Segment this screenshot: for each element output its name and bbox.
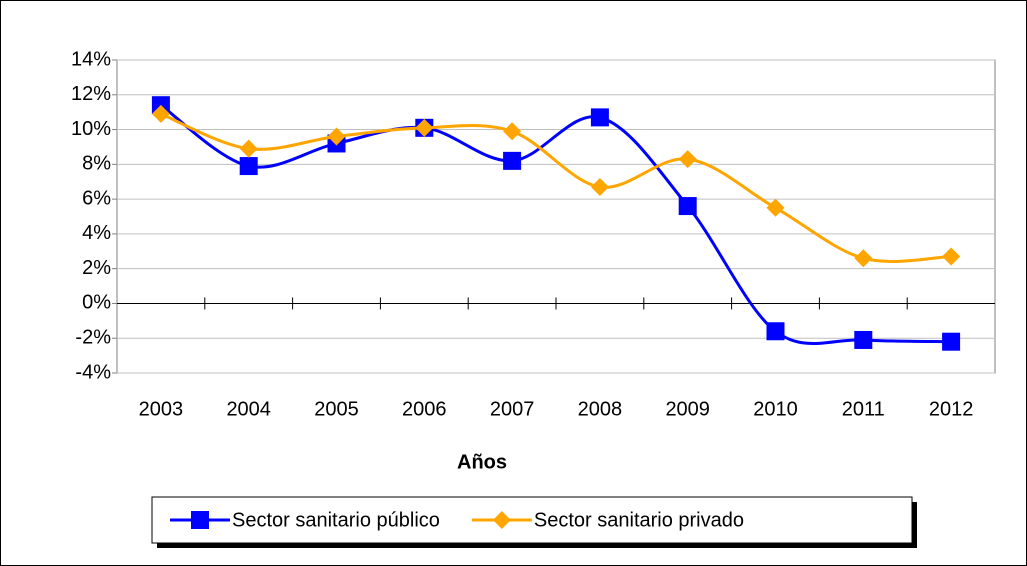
x-tick-label: 2009 xyxy=(665,398,710,420)
legend-label: Sector sanitario privado xyxy=(534,509,744,531)
data-point xyxy=(239,157,258,176)
y-tick-label: -2% xyxy=(75,327,111,349)
x-tick-label: 2012 xyxy=(929,398,974,420)
x-tick-label: 2004 xyxy=(226,398,271,420)
y-tick-label: 10% xyxy=(71,118,111,140)
series-line xyxy=(160,112,952,263)
y-tick-label: 12% xyxy=(71,83,111,105)
data-point xyxy=(239,139,258,158)
data-point xyxy=(854,249,873,268)
y-tick-label: 2% xyxy=(82,257,111,279)
data-point xyxy=(766,322,785,341)
y-tick-label: 0% xyxy=(82,292,111,314)
legend: Sector sanitario público Sector sanitario… xyxy=(151,496,917,548)
legend-box xyxy=(151,496,913,544)
data-point xyxy=(766,198,785,217)
data-point xyxy=(327,127,346,146)
x-tick-label: 2010 xyxy=(753,398,798,420)
data-point xyxy=(678,150,697,169)
y-tick-label: 8% xyxy=(82,153,111,175)
y-tick-label: 14% xyxy=(71,48,111,70)
data-point xyxy=(151,104,170,123)
legend-marker xyxy=(492,511,511,529)
data-point xyxy=(590,108,609,127)
legend-marker xyxy=(191,511,209,529)
x-axis-title: Años xyxy=(457,451,507,473)
data-point xyxy=(503,151,522,170)
y-tick-label: 6% xyxy=(82,187,111,209)
series-line xyxy=(160,103,952,345)
y-tick-label: 4% xyxy=(82,222,111,244)
x-tick-label: 2003 xyxy=(139,398,184,420)
data-point xyxy=(590,177,609,196)
data-point xyxy=(854,330,873,349)
x-tick-label: 2008 xyxy=(578,398,623,420)
data-point xyxy=(942,332,961,351)
x-tick-label: 2005 xyxy=(314,398,359,420)
x-tick-label: 2011 xyxy=(842,398,885,420)
y-tick-label: -4% xyxy=(75,361,111,383)
data-point xyxy=(942,247,961,266)
data-point xyxy=(415,118,434,137)
x-tick-label: 2006 xyxy=(402,398,447,420)
x-tick-label: 2007 xyxy=(490,398,535,420)
data-point xyxy=(503,122,522,141)
legend-label: Sector sanitario público xyxy=(232,509,440,531)
data-point xyxy=(678,197,697,216)
